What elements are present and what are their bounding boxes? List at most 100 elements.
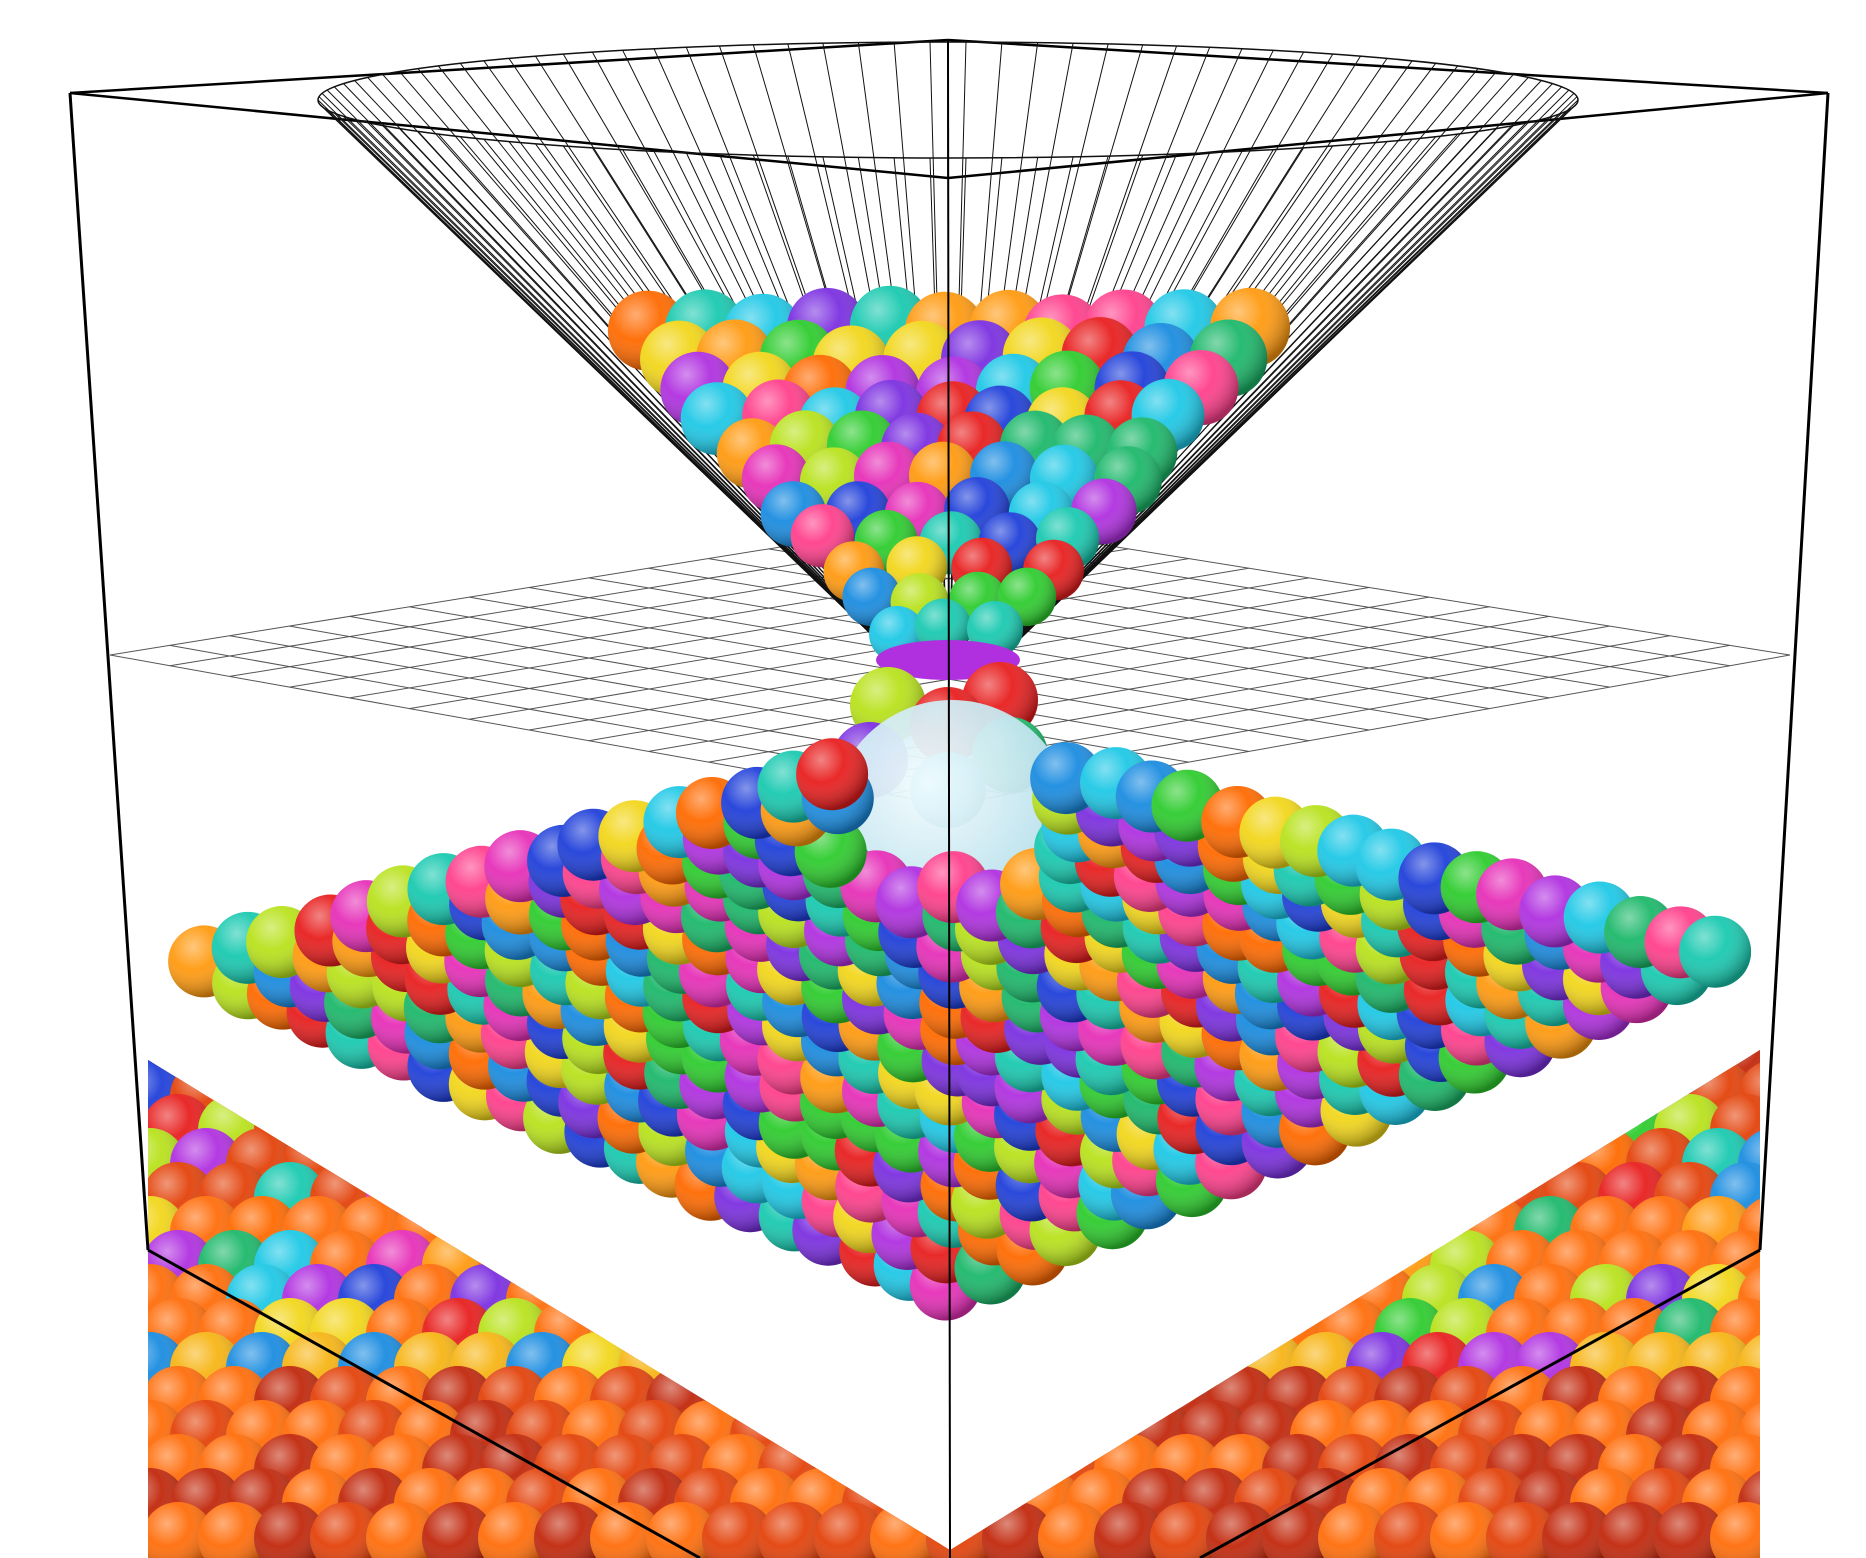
bed-particle bbox=[786, 1332, 858, 1404]
bed-particle bbox=[814, 1366, 886, 1438]
bed-particle bbox=[366, 1094, 438, 1166]
bed-particle bbox=[422, 1502, 494, 1558]
bed-particle bbox=[562, 1196, 634, 1268]
bed-particle bbox=[198, 1050, 270, 1098]
bed-particle bbox=[1346, 1196, 1418, 1268]
bed-particle bbox=[926, 1366, 998, 1438]
bed-particle bbox=[1234, 1196, 1306, 1268]
bed-particle bbox=[1066, 1332, 1138, 1404]
bed-surface-particles bbox=[168, 738, 1752, 1321]
bed-particle bbox=[870, 1366, 942, 1438]
bed-particle bbox=[870, 1434, 942, 1506]
bed-particle bbox=[534, 1230, 606, 1302]
surface-particle bbox=[796, 738, 869, 811]
bed-particle bbox=[1038, 1366, 1110, 1438]
bed-particle bbox=[1122, 1264, 1194, 1336]
bed-particle bbox=[1766, 1298, 1838, 1370]
bed-particle bbox=[814, 1502, 886, 1558]
bed-particle bbox=[898, 1332, 970, 1404]
bed-particle bbox=[310, 1094, 382, 1166]
bed-particle bbox=[1262, 1502, 1334, 1558]
bed-particle bbox=[422, 1162, 494, 1234]
bed-particle bbox=[730, 1332, 802, 1404]
bed-particle bbox=[450, 1128, 522, 1200]
box-frame-back bbox=[69, 38, 1829, 180]
bed-particle bbox=[1458, 1128, 1530, 1200]
bed-particle bbox=[702, 1230, 774, 1302]
bed-particle bbox=[1402, 1128, 1474, 1200]
bed-particle bbox=[926, 1434, 998, 1506]
bed-particle bbox=[618, 1196, 690, 1268]
bed-particle bbox=[954, 1332, 1026, 1404]
bed-particle bbox=[1150, 1298, 1222, 1370]
bed-particle bbox=[1234, 1264, 1306, 1336]
bed-particle bbox=[758, 1366, 830, 1438]
bed-particle bbox=[1262, 1230, 1334, 1302]
bed-particle bbox=[674, 1264, 746, 1336]
bed-particle bbox=[148, 1050, 186, 1064]
bed-particle bbox=[1206, 1230, 1278, 1302]
bed-particle bbox=[786, 1264, 858, 1336]
bed-particle bbox=[1766, 1094, 1838, 1166]
bed-particle bbox=[1094, 1502, 1166, 1558]
bed-particle bbox=[478, 1162, 550, 1234]
bed-particle bbox=[982, 1366, 1054, 1438]
bed-particle bbox=[1710, 1502, 1760, 1558]
bed-particle bbox=[954, 1400, 1026, 1472]
bed-particle bbox=[1766, 1366, 1838, 1438]
bed-particle bbox=[394, 1128, 466, 1200]
bed-particle bbox=[1066, 1264, 1138, 1336]
bed-particle bbox=[1290, 1196, 1362, 1268]
bed-particle bbox=[506, 1196, 578, 1268]
bed-particle bbox=[758, 1298, 830, 1370]
bed-particle bbox=[898, 1400, 970, 1472]
bed-particle bbox=[1010, 1332, 1082, 1404]
bed-particle bbox=[1122, 1332, 1194, 1404]
bed-particle bbox=[1206, 1502, 1278, 1558]
box-frame-front bbox=[68, 39, 1830, 1558]
bed-particle bbox=[1178, 1264, 1250, 1336]
bed-particle bbox=[254, 1502, 326, 1558]
bed-particle bbox=[1654, 1502, 1726, 1558]
bed-particle bbox=[310, 1502, 382, 1558]
bed-particle bbox=[534, 1162, 606, 1234]
bed-particle bbox=[702, 1502, 774, 1558]
bed-particle bbox=[730, 1264, 802, 1336]
bed-particle bbox=[1766, 1230, 1838, 1302]
bed-particle bbox=[618, 1264, 690, 1336]
bed-particle bbox=[1486, 1094, 1558, 1166]
bed-particle bbox=[982, 1298, 1054, 1370]
bed-particle bbox=[1374, 1502, 1446, 1558]
bed-particle bbox=[148, 1502, 214, 1558]
bed-particle bbox=[198, 1502, 270, 1558]
bed-particle bbox=[1038, 1502, 1110, 1558]
bed-particle bbox=[1542, 1502, 1614, 1558]
bed-particle bbox=[982, 1502, 1054, 1558]
bed-particle bbox=[1766, 1026, 1838, 1098]
bed-particle bbox=[814, 1298, 886, 1370]
bed-particle bbox=[1038, 1298, 1110, 1370]
bed-particle bbox=[590, 1230, 662, 1302]
bed-particle bbox=[646, 1230, 718, 1302]
bed-particle bbox=[1318, 1502, 1390, 1558]
bed-particle bbox=[1598, 1502, 1670, 1558]
bed-particle bbox=[758, 1502, 830, 1558]
bed-particle bbox=[1150, 1230, 1222, 1302]
surface-particle bbox=[1679, 915, 1752, 988]
bed-particle bbox=[366, 1502, 438, 1558]
bed-particle bbox=[1318, 1162, 1390, 1234]
bed-particle bbox=[702, 1298, 774, 1370]
bed-particle bbox=[478, 1502, 550, 1558]
bed-particle bbox=[842, 1400, 914, 1472]
bed-particle bbox=[646, 1298, 718, 1370]
bed-particle bbox=[1766, 1502, 1838, 1558]
bed-particle bbox=[1570, 1060, 1642, 1132]
bed-particle bbox=[590, 1502, 662, 1558]
funnel-particles bbox=[607, 285, 1291, 662]
bed-particle bbox=[1094, 1298, 1166, 1370]
bed-particle bbox=[1374, 1162, 1446, 1234]
bed-particle bbox=[1766, 1434, 1838, 1506]
bed-particle bbox=[1486, 1502, 1558, 1558]
bed-particle bbox=[1682, 1050, 1754, 1064]
